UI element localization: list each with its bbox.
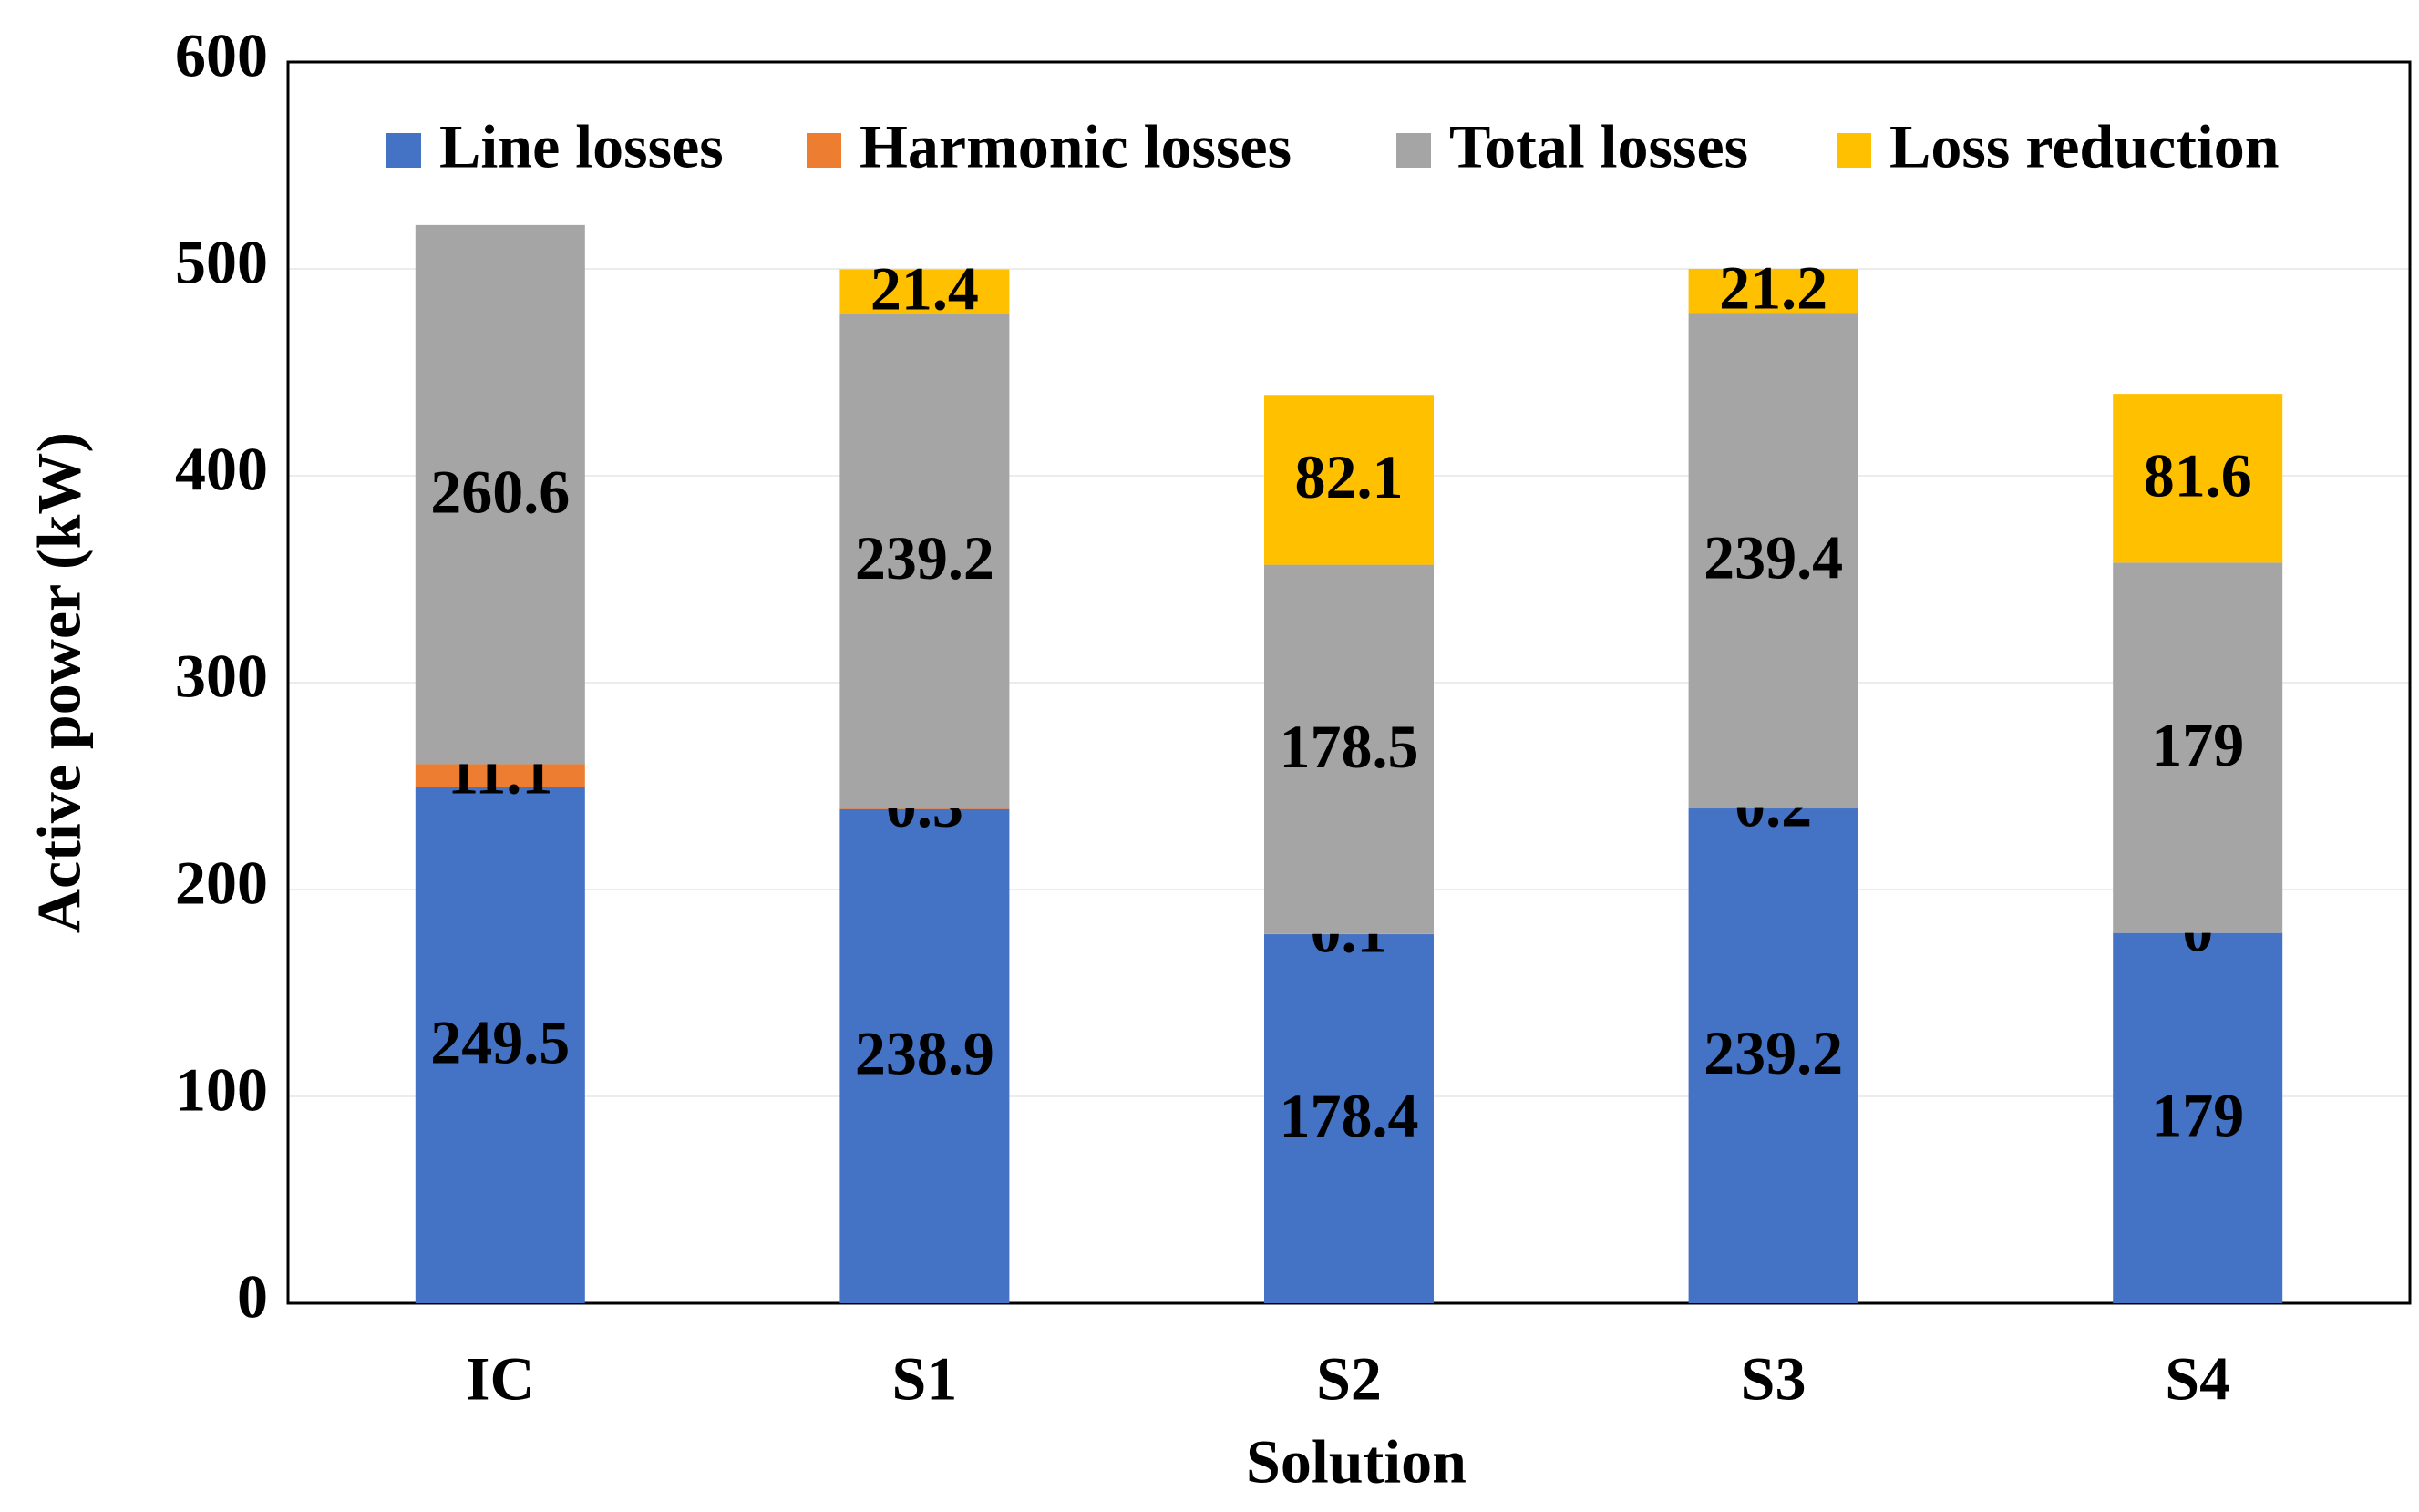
bar-segment [1688,808,1858,1303]
x-tick-label: S3 [1741,1344,1807,1414]
bar-segment [1688,269,1858,314]
bar-segment [839,808,1010,1303]
data-label: 179 [2151,1080,2244,1149]
data-label: 179 [2151,710,2244,779]
bar-segment [2113,394,2283,563]
y-tick-label: 300 [175,642,268,711]
data-label: 260.6 [430,457,570,526]
bar-segment [839,314,1010,809]
legend-label: Harmonic losses [860,112,1292,181]
data-label: 238.9 [855,1018,994,1087]
data-label: 21.4 [870,253,979,323]
data-label: 239.2 [855,523,994,592]
y-axis-title: Active power (kW) [25,432,94,933]
bar-segment [1264,934,1434,1303]
legend-swatch [386,133,421,168]
y-tick-label: 600 [175,21,268,90]
legend-swatch [1396,133,1431,168]
data-label: 82.1 [1295,442,1404,511]
data-label: 249.5 [430,1007,570,1076]
legend-swatch [807,133,841,168]
data-label: 239.4 [1704,522,1843,591]
bar-segment [2113,932,2283,1303]
legend-label: Total losses [1449,112,1748,181]
data-label: 178.5 [1280,712,1419,781]
bar-segment [415,787,585,1303]
data-label: 21.2 [1719,253,1827,323]
y-tick-label: 0 [237,1262,268,1332]
data-label: 178.4 [1280,1081,1419,1150]
bar-segment [415,764,585,787]
x-tick-label: S1 [891,1344,957,1414]
legend-label: Line losses [439,112,724,181]
data-label: 239.2 [1704,1018,1843,1087]
x-tick-label: S4 [2165,1344,2230,1414]
x-tick-label: IC [466,1344,535,1414]
legend-label: Loss reduction [1889,112,2280,181]
data-label: 81.6 [2144,440,2252,509]
legend-swatch [1837,133,1871,168]
y-tick-label: 400 [175,435,268,504]
bar-segment [415,224,585,765]
bar-segment [1264,395,1434,565]
bar-segment [2113,562,2283,933]
y-tick-label: 500 [175,228,268,297]
y-tick-label: 200 [175,849,268,918]
bar-segment [1264,564,1434,934]
y-tick-label: 100 [175,1055,268,1125]
bar-segment [839,269,1010,314]
bar-segment [839,808,1010,809]
bar-segment [1688,313,1858,808]
x-tick-label: S2 [1316,1344,1382,1414]
x-axis-title: Solution [1246,1427,1467,1497]
